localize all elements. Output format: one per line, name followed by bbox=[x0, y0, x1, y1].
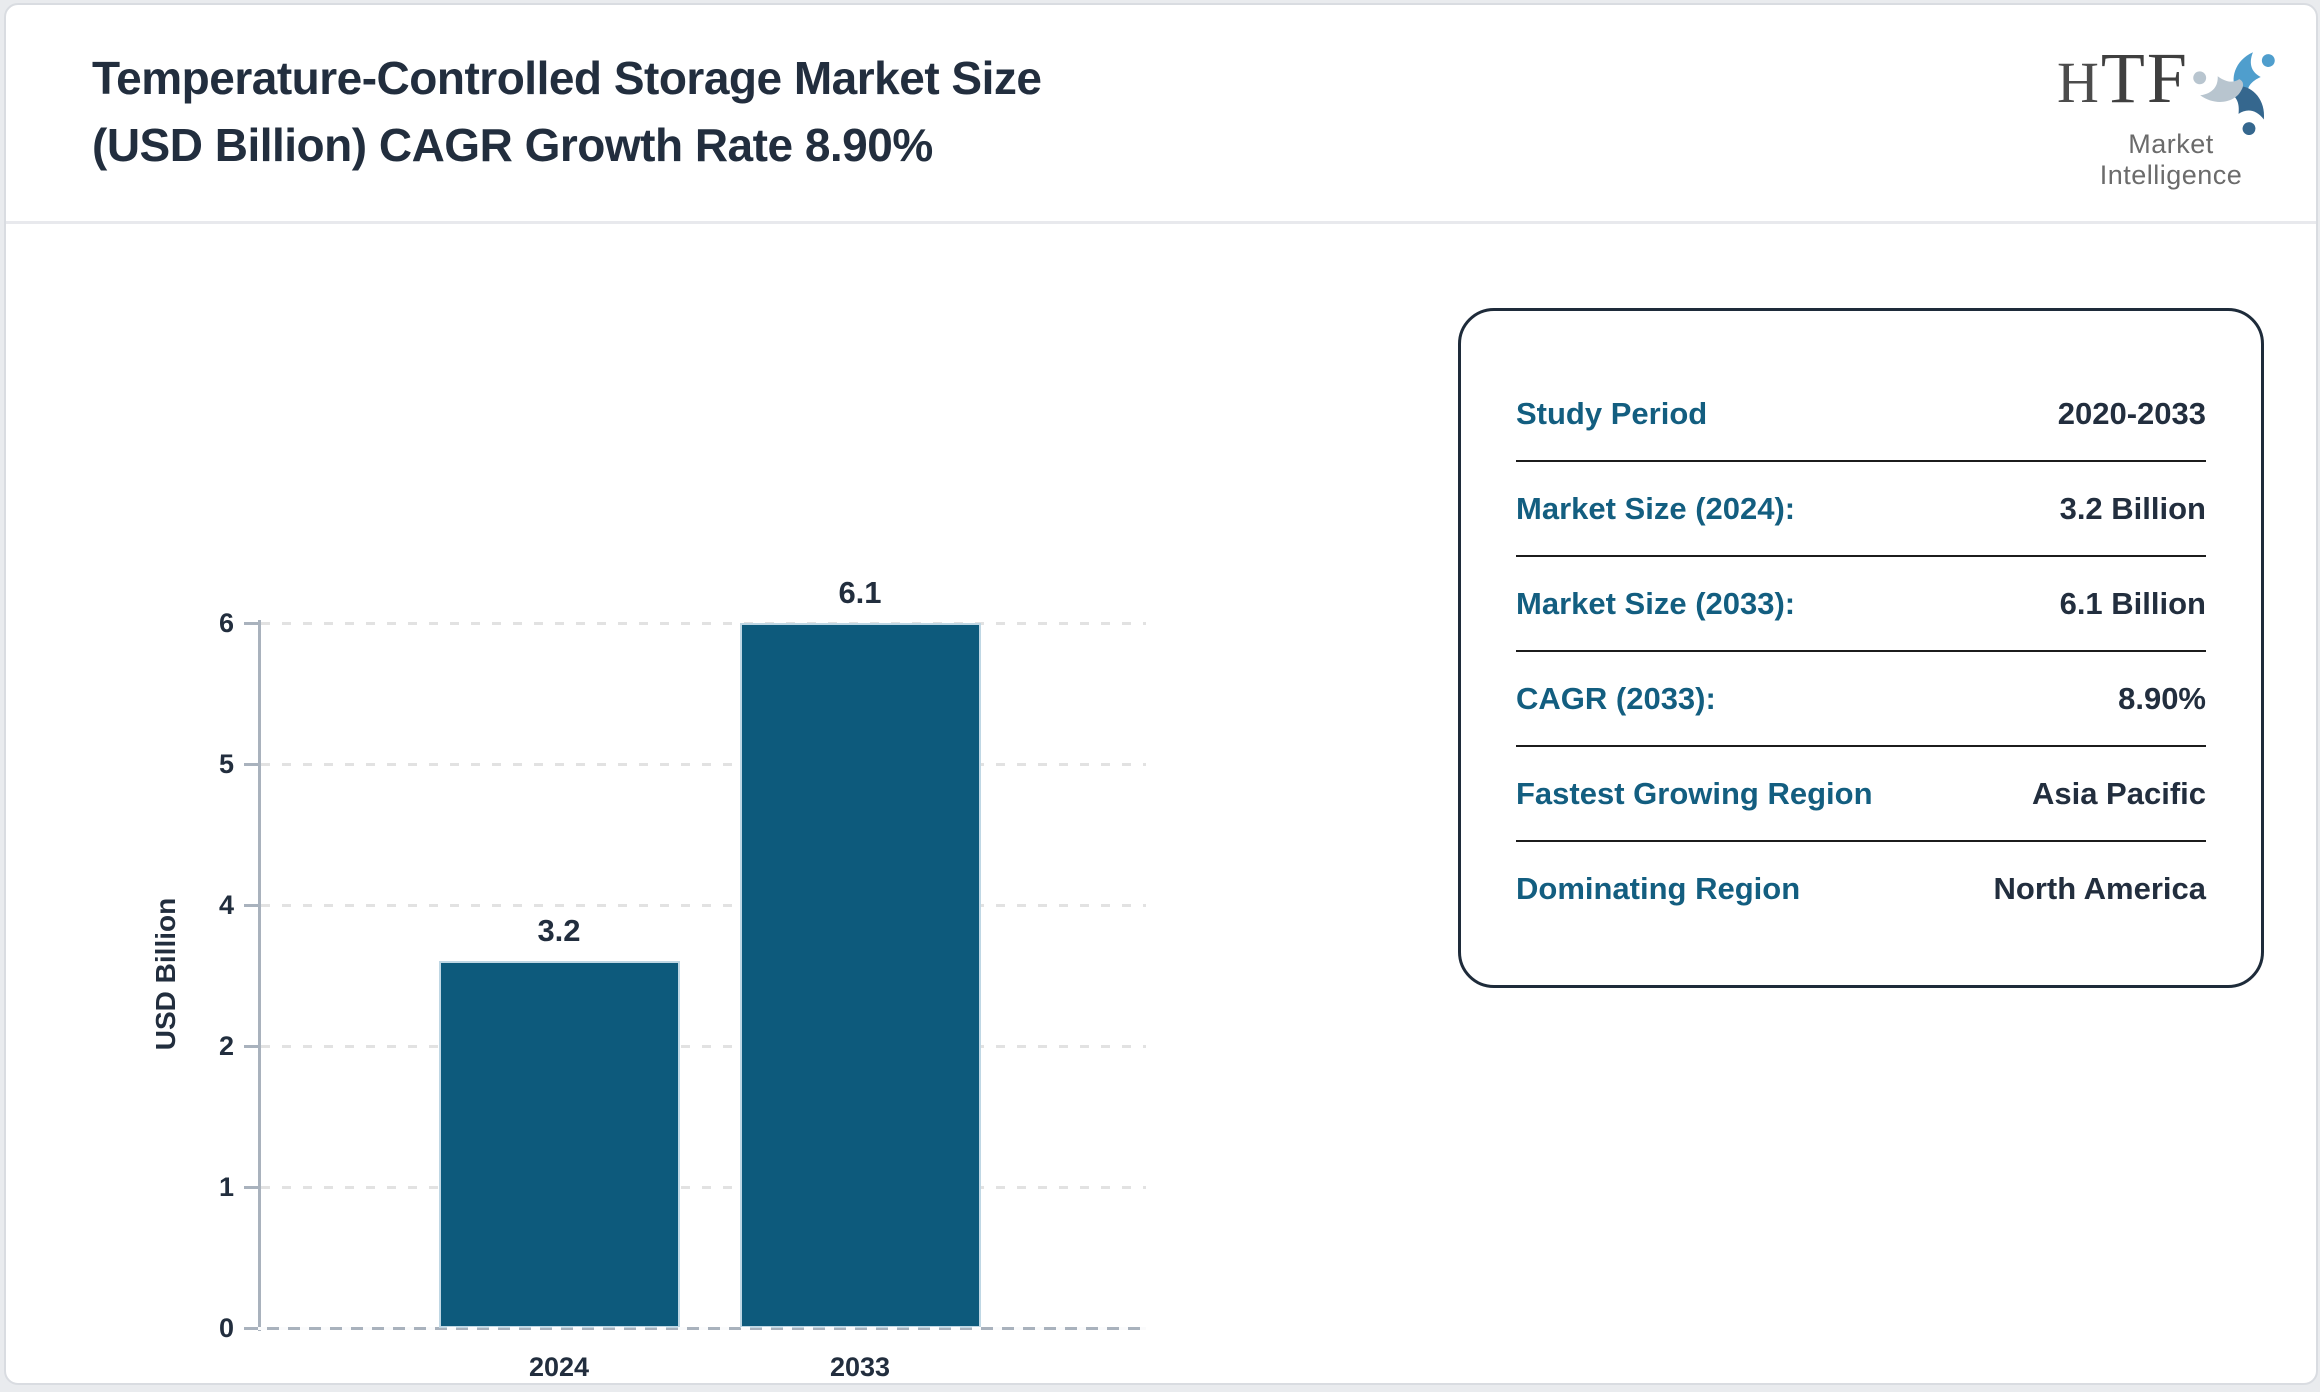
gridline bbox=[261, 904, 1146, 907]
htf-logo-row: HTF bbox=[2056, 41, 2286, 135]
header-divider bbox=[6, 221, 2316, 224]
y-tick-label: 1 bbox=[218, 1172, 234, 1202]
x-axis-dash-overlay bbox=[258, 1327, 1146, 1330]
market-summary-panel: Study Period 2020-2033 Market Size (2024… bbox=[1458, 308, 2264, 988]
x-axis-label: 2024 bbox=[528, 1352, 590, 1382]
bar-2033 bbox=[739, 623, 981, 1328]
summary-label: CAGR (2033): bbox=[1516, 680, 1716, 716]
y-axis-title: USD Billion bbox=[150, 897, 181, 1051]
htf-logo: HTF Market Inte bbox=[2056, 41, 2286, 190]
summary-row-market-size-2033: Market Size (2033): 6.1 Billion bbox=[1516, 555, 2206, 650]
summary-row-study-period: Study Period 2020-2033 bbox=[1516, 367, 2206, 460]
summary-value: North America bbox=[1993, 870, 2206, 906]
y-tick-mark bbox=[244, 904, 259, 907]
y-tick-label: 2 bbox=[218, 1031, 234, 1061]
htf-logo-text: HTF bbox=[2057, 41, 2189, 120]
report-page: Temperature-Controlled Storage Market Si… bbox=[4, 3, 2318, 1385]
bar-chart: USD Billion 0 1 2 4 5 6 3.2 6.1 2024 2033 bbox=[6, 224, 1406, 1382]
summary-label: Market Size (2033): bbox=[1516, 585, 1796, 621]
bar-2024 bbox=[438, 961, 680, 1328]
gridline bbox=[261, 1045, 1146, 1048]
y-tick-label: 5 bbox=[218, 749, 234, 779]
summary-label: Dominating Region bbox=[1516, 870, 1801, 906]
summary-value: 3.2 Billion bbox=[2059, 490, 2206, 526]
htf-logo-subtext: Market Intelligence bbox=[2099, 129, 2243, 190]
summary-label: Study Period bbox=[1516, 395, 1708, 431]
page-title: Temperature-Controlled Storage Market Si… bbox=[92, 45, 1492, 179]
y-tick-mark bbox=[244, 1045, 259, 1048]
bar-value-label: 3.2 bbox=[537, 913, 581, 949]
summary-value: 2020-2033 bbox=[2057, 395, 2206, 431]
y-axis-line bbox=[258, 620, 261, 1331]
summary-value: Asia Pacific bbox=[2031, 775, 2206, 811]
summary-value: 8.90% bbox=[2118, 680, 2206, 716]
summary-row-dominating-region: Dominating Region North America bbox=[1516, 840, 2206, 935]
bar-value-label: 6.1 bbox=[838, 575, 882, 610]
gridline bbox=[261, 1186, 1146, 1189]
summary-label: Market Size (2024): bbox=[1516, 490, 1796, 526]
htf-logo-letter-h: H bbox=[2057, 50, 2101, 115]
y-tick-mark bbox=[244, 1186, 259, 1189]
summary-value: 6.1 Billion bbox=[2059, 585, 2206, 621]
gridline bbox=[261, 763, 1146, 766]
summary-row-market-size-2024: Market Size (2024): 3.2 Billion bbox=[1516, 460, 2206, 555]
summary-label: Fastest Growing Region bbox=[1516, 775, 1873, 811]
y-tick-mark bbox=[244, 622, 259, 625]
gridline bbox=[261, 622, 1146, 625]
y-tick-label: 6 bbox=[218, 608, 234, 638]
y-tick-mark bbox=[244, 1327, 259, 1330]
summary-row-fastest-growing-region: Fastest Growing Region Asia Pacific bbox=[1516, 745, 2206, 840]
htf-logo-letters-tf: TF bbox=[2100, 38, 2189, 118]
page-title-line1: Temperature-Controlled Storage Market Si… bbox=[92, 52, 1042, 104]
x-axis-label: 2033 bbox=[829, 1352, 891, 1382]
summary-row-cagr: CAGR (2033): 8.90% bbox=[1516, 650, 2206, 745]
y-tick-label: 4 bbox=[218, 890, 234, 920]
y-tick-label: 0 bbox=[218, 1313, 234, 1343]
page-title-line2: (USD Billion) CAGR Growth Rate 8.90% bbox=[92, 119, 933, 171]
y-tick-mark bbox=[244, 763, 259, 766]
htf-logo-mark-icon bbox=[2193, 52, 2275, 135]
